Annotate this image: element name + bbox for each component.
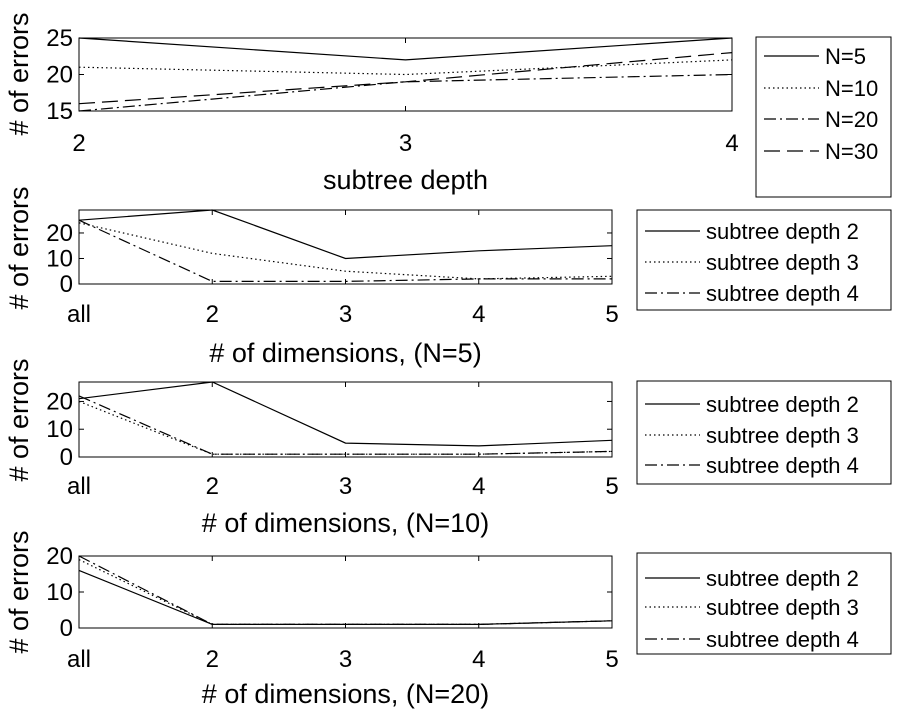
subplot-1: 15 20 25 2 3 4 subtree depth # of errors N=5 N=10…	[4, 12, 892, 198]
series-line-2	[78, 222, 613, 280]
x-tick-label: 5	[605, 473, 618, 500]
x-tick-label: 4	[472, 301, 485, 328]
legend-box	[636, 552, 892, 655]
y-tick-label: 25	[46, 25, 73, 52]
legend-entry: N=30	[825, 139, 878, 164]
series-line-2	[78, 59, 733, 76]
y-axis-label: # of errors	[4, 358, 34, 481]
legend-entry: subtree depth 3	[706, 423, 859, 448]
legend-box	[636, 209, 892, 311]
legend-box	[755, 36, 892, 198]
y-axis-label: # of errors	[4, 12, 34, 135]
subplot-4: 0 10 20 all 2 3 4 5 # of dimensions, (N=20) # of …	[4, 530, 892, 709]
series-line-3	[78, 73, 733, 112]
y-tick-label: 0	[60, 444, 73, 471]
series-line-2	[78, 400, 613, 455]
x-tick-label: 3	[339, 646, 352, 673]
x-tick-label: 3	[399, 130, 412, 157]
y-tick-label: 0	[60, 615, 73, 642]
legend-entry: subtree depth 3	[706, 250, 859, 275]
x-axis-label: # of dimensions, (N=20)	[202, 679, 489, 709]
x-tick-label: 2	[206, 646, 219, 673]
legend: subtree depth 2 subtree depth 3 subtree de…	[636, 552, 892, 655]
legend-entry: N=10	[825, 76, 878, 101]
x-tick-label: 3	[339, 301, 352, 328]
axes-box	[78, 381, 613, 458]
legend: N=5 N=10 N=20 N=30	[755, 36, 892, 198]
series-line-3	[78, 219, 612, 282]
y-tick-label: 20	[46, 388, 73, 415]
legend-entry: subtree depth 2	[706, 566, 859, 591]
series-line-4	[78, 52, 733, 105]
legend-entry: subtree depth 4	[706, 281, 859, 306]
axes-box	[78, 37, 733, 112]
axes-box	[78, 555, 613, 629]
y-tick-label: 0	[60, 271, 73, 298]
legend-entry: N=5	[825, 44, 866, 69]
x-tick-label: 2	[72, 130, 85, 157]
axes-box	[78, 209, 613, 285]
legend-box	[636, 380, 892, 485]
legend-entry: subtree depth 2	[706, 219, 859, 244]
x-axis-label: # of dimensions, (N=5)	[209, 338, 481, 368]
x-tick-label: 2	[206, 301, 219, 328]
legend-entry: N=20	[825, 107, 878, 132]
x-axis-label: # of dimensions, (N=10)	[202, 508, 489, 538]
legend: subtree depth 2 subtree depth 3 subtree de…	[636, 380, 892, 485]
y-tick-label: 10	[46, 579, 73, 606]
x-tick-label: 3	[339, 473, 352, 500]
x-tick-label: all	[67, 473, 91, 500]
y-tick-label: 20	[46, 543, 73, 570]
x-tick-label: 5	[605, 646, 618, 673]
x-tick-label: all	[67, 301, 91, 328]
y-tick-label: 20	[46, 220, 73, 247]
legend-entry: subtree depth 2	[706, 392, 859, 417]
legend: subtree depth 2 subtree depth 3 subtree de…	[636, 209, 892, 311]
y-tick-label: 15	[46, 98, 73, 125]
y-axis-label: # of errors	[4, 186, 34, 309]
y-tick-label: 20	[46, 62, 73, 89]
y-tick-label: 10	[46, 245, 73, 272]
y-tick-label: 10	[46, 416, 73, 443]
x-tick-label: 4	[725, 130, 738, 157]
series-line-1	[78, 209, 613, 260]
series-line-3	[78, 395, 613, 455]
series-line-2	[78, 559, 613, 626]
x-tick-label: 2	[206, 473, 219, 500]
x-tick-label: 5	[605, 301, 618, 328]
legend-entry: subtree depth 4	[706, 627, 859, 652]
series-line-1	[78, 37, 733, 61]
legend-entry: subtree depth 4	[706, 453, 859, 478]
x-tick-label: 4	[472, 473, 485, 500]
x-tick-label: all	[67, 646, 91, 673]
y-axis-label: # of errors	[4, 530, 34, 653]
x-axis-label: subtree depth	[323, 165, 488, 195]
series-line-3	[78, 555, 613, 626]
x-tick-label: 4	[472, 646, 485, 673]
series-line-1	[78, 381, 613, 447]
legend-entry: subtree depth 3	[706, 595, 859, 620]
